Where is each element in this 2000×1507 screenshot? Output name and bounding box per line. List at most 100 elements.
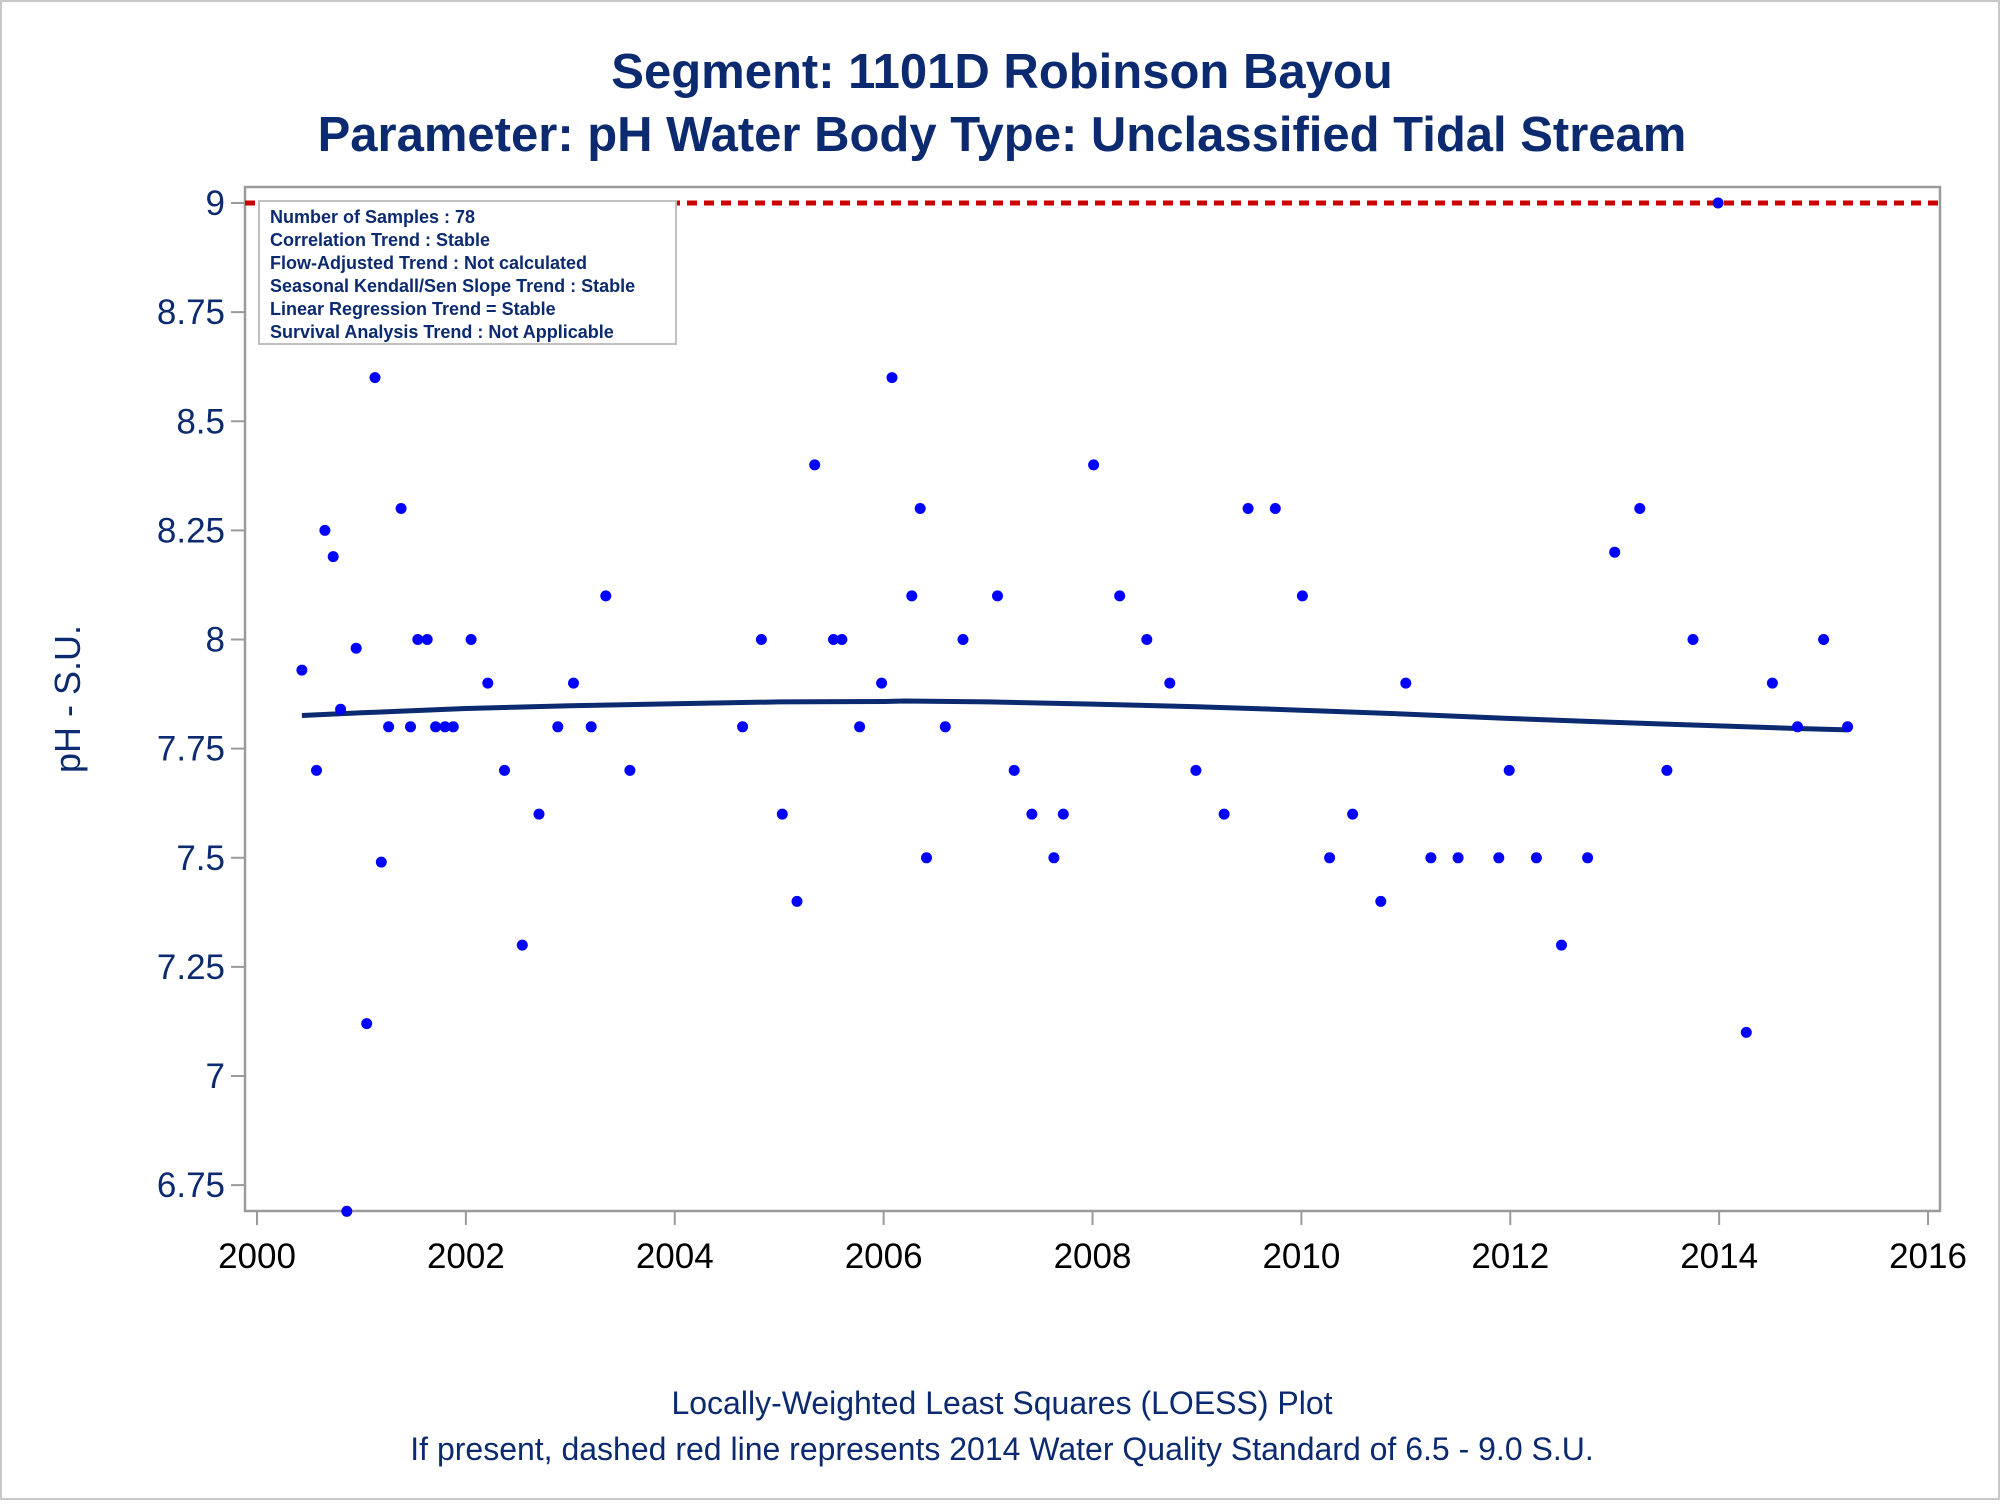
data-point bbox=[776, 808, 788, 820]
data-point bbox=[1634, 503, 1646, 514]
data-point bbox=[1164, 677, 1176, 689]
data-point bbox=[1008, 764, 1020, 776]
data-point bbox=[957, 634, 969, 645]
stats-line: Number of Samples : 78 bbox=[270, 207, 475, 227]
data-point bbox=[1218, 808, 1230, 820]
footnote-loess: Locally-Weighted Least Squares (LOESS) P… bbox=[671, 1385, 1332, 1421]
data-point bbox=[585, 721, 597, 733]
data-point bbox=[737, 721, 749, 733]
data-point bbox=[341, 1205, 353, 1217]
data-point bbox=[430, 721, 442, 733]
data-point bbox=[1792, 721, 1803, 733]
data-point bbox=[1242, 503, 1254, 514]
data-point bbox=[1141, 634, 1153, 645]
data-point bbox=[319, 524, 331, 536]
data-point bbox=[405, 721, 416, 733]
stats-box-frame bbox=[258, 200, 677, 345]
x-tick-label: 2014 bbox=[1680, 1237, 1758, 1276]
data-point bbox=[1452, 852, 1464, 864]
y-tick-label: 6.75 bbox=[157, 1166, 225, 1205]
data-point bbox=[914, 503, 926, 514]
data-point bbox=[1687, 634, 1699, 645]
data-point bbox=[296, 664, 308, 676]
y-tick-label: 8.25 bbox=[157, 511, 225, 550]
data-point bbox=[568, 677, 579, 689]
x-tick-label: 2004 bbox=[636, 1237, 714, 1276]
stats-line: Correlation Trend : Stable bbox=[270, 230, 490, 250]
data-point bbox=[1609, 546, 1621, 558]
data-point bbox=[421, 634, 433, 645]
y-tick-label: 8.75 bbox=[157, 293, 225, 332]
x-tick-label: 2000 bbox=[218, 1237, 296, 1276]
data-point bbox=[439, 721, 451, 733]
data-point bbox=[906, 590, 918, 602]
stats-line: Flow-Adjusted Trend : Not calculated bbox=[270, 253, 587, 273]
data-point bbox=[311, 764, 322, 776]
data-point bbox=[1324, 852, 1336, 864]
data-point bbox=[516, 939, 528, 951]
data-point bbox=[828, 634, 839, 645]
data-point bbox=[1425, 852, 1437, 864]
data-point bbox=[499, 764, 510, 776]
stats-legend-box: Number of Samples : 78 Correlation Trend… bbox=[258, 200, 677, 345]
data-point bbox=[465, 634, 477, 645]
y-axis: 6.75 7 7.25 7.5 7.75 8 8.25 8.5 8.75 9 bbox=[157, 184, 245, 1205]
data-point bbox=[327, 551, 339, 563]
y-tick-label: 7.25 bbox=[157, 948, 225, 987]
data-point bbox=[1712, 197, 1724, 209]
data-point bbox=[1026, 808, 1038, 820]
data-point bbox=[854, 721, 866, 733]
data-point bbox=[447, 721, 459, 733]
x-tick-label: 2016 bbox=[1889, 1237, 1967, 1276]
data-point bbox=[791, 895, 803, 907]
data-point bbox=[836, 634, 848, 645]
data-point bbox=[350, 642, 362, 654]
x-tick-label: 2012 bbox=[1471, 1237, 1549, 1276]
data-point bbox=[552, 721, 564, 733]
data-point bbox=[1088, 459, 1100, 471]
data-point bbox=[1842, 721, 1854, 733]
data-point bbox=[1766, 677, 1778, 689]
x-tick-label: 2002 bbox=[427, 1237, 505, 1276]
data-point bbox=[1503, 764, 1515, 776]
data-point bbox=[939, 721, 951, 733]
y-tick-label: 9 bbox=[206, 184, 225, 223]
x-tick-label: 2008 bbox=[1054, 1237, 1132, 1276]
data-point bbox=[1347, 808, 1359, 820]
data-point bbox=[809, 459, 821, 471]
data-point bbox=[624, 764, 636, 776]
data-point bbox=[1114, 590, 1126, 602]
data-point bbox=[1400, 677, 1412, 689]
data-point bbox=[1582, 852, 1594, 864]
loess-curve-group bbox=[301, 698, 1848, 733]
data-point bbox=[1818, 634, 1830, 645]
chart-title: Segment: 1101D Robinson Bayou bbox=[611, 45, 1392, 99]
data-point bbox=[1048, 852, 1060, 864]
data-point bbox=[533, 808, 545, 820]
y-tick-label: 8 bbox=[206, 621, 225, 660]
data-point bbox=[395, 503, 407, 514]
data-point bbox=[369, 372, 381, 384]
stats-line: Seasonal Kendall/Sen Slope Trend : Stabl… bbox=[270, 276, 635, 296]
data-point bbox=[1493, 852, 1505, 864]
data-point bbox=[1190, 764, 1202, 776]
data-point bbox=[361, 1018, 373, 1030]
data-point bbox=[1375, 895, 1387, 907]
data-point bbox=[1296, 590, 1308, 602]
stats-line: Survival Analysis Trend : Not Applicable bbox=[270, 322, 614, 342]
data-point bbox=[1530, 852, 1542, 864]
stats-line: Linear Regression Trend = Stable bbox=[270, 299, 556, 319]
data-point bbox=[383, 721, 395, 733]
y-tick-label: 7.75 bbox=[157, 730, 225, 769]
chart-subtitle: Parameter: pH Water Body Type: Unclassif… bbox=[318, 108, 1687, 162]
y-tick-label: 7.5 bbox=[176, 839, 225, 878]
data-point bbox=[755, 634, 767, 645]
data-point bbox=[482, 677, 494, 689]
data-point bbox=[1057, 808, 1069, 820]
loess-line bbox=[301, 698, 1848, 733]
data-points-group bbox=[296, 197, 1854, 1217]
data-point bbox=[335, 703, 347, 715]
y-axis-label: pH - S.U. bbox=[47, 625, 88, 773]
data-point bbox=[876, 677, 888, 689]
